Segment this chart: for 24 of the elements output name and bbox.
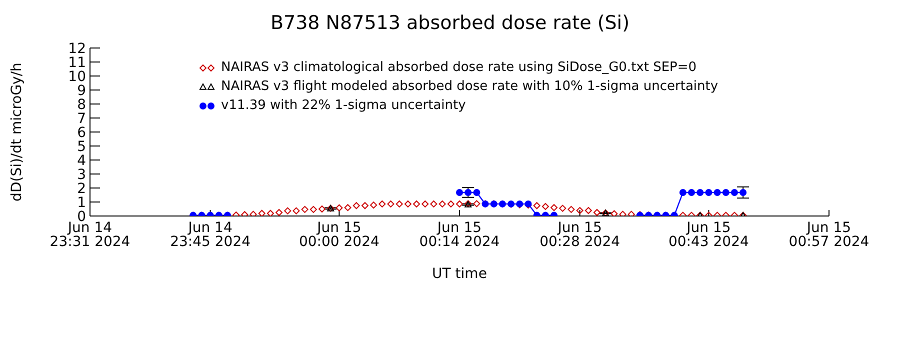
y-tick-label: 4 (77, 152, 86, 169)
x-tick-label: Jun 15 00:57 2024 (788, 220, 870, 250)
legend-label: NAIRAS v3 climatological absorbed dose rate using SiDose_G0.txt SEP=0 (221, 59, 697, 77)
chart-title: B738 N87513 absorbed dose rate (Si) (269, 11, 631, 36)
x-tick-label: Jun 15 00:14 2024 (419, 220, 500, 250)
x-tick-label: Jun 14 23:45 2024 (170, 220, 251, 250)
y-tick-label: 6 (77, 124, 86, 141)
legend-label: NAIRAS v3 flight modeled absorbed dose rate with 10% 1-sigma uncertainty (221, 78, 718, 96)
y-tick-label: 2 (77, 180, 86, 197)
x-tick-label: Jun 15 00:00 2024 (298, 220, 380, 250)
y-tick-label: 1 (77, 194, 86, 211)
legend-label: v11.39 with 22% 1-sigma uncertainty (221, 97, 466, 115)
y-tick-label: 3 (77, 166, 86, 183)
x-tick-label: Jun 15 00:43 2024 (668, 220, 749, 250)
x-tick-label: Jun 15 00:28 2024 (540, 220, 620, 250)
y-tick-label: 10 (68, 68, 86, 85)
x-axis-title: UT time (432, 266, 487, 282)
y-tick-label: 8 (77, 96, 86, 113)
y-tick-label: 11 (68, 54, 86, 71)
y-axis-title: dD(Si)/dt microGy/h (8, 62, 25, 202)
y-tick-label: 12 (68, 40, 86, 57)
y-tick-label: 9 (77, 82, 86, 99)
y-tick-label: 7 (77, 110, 86, 127)
y-tick-label: 5 (77, 138, 86, 155)
